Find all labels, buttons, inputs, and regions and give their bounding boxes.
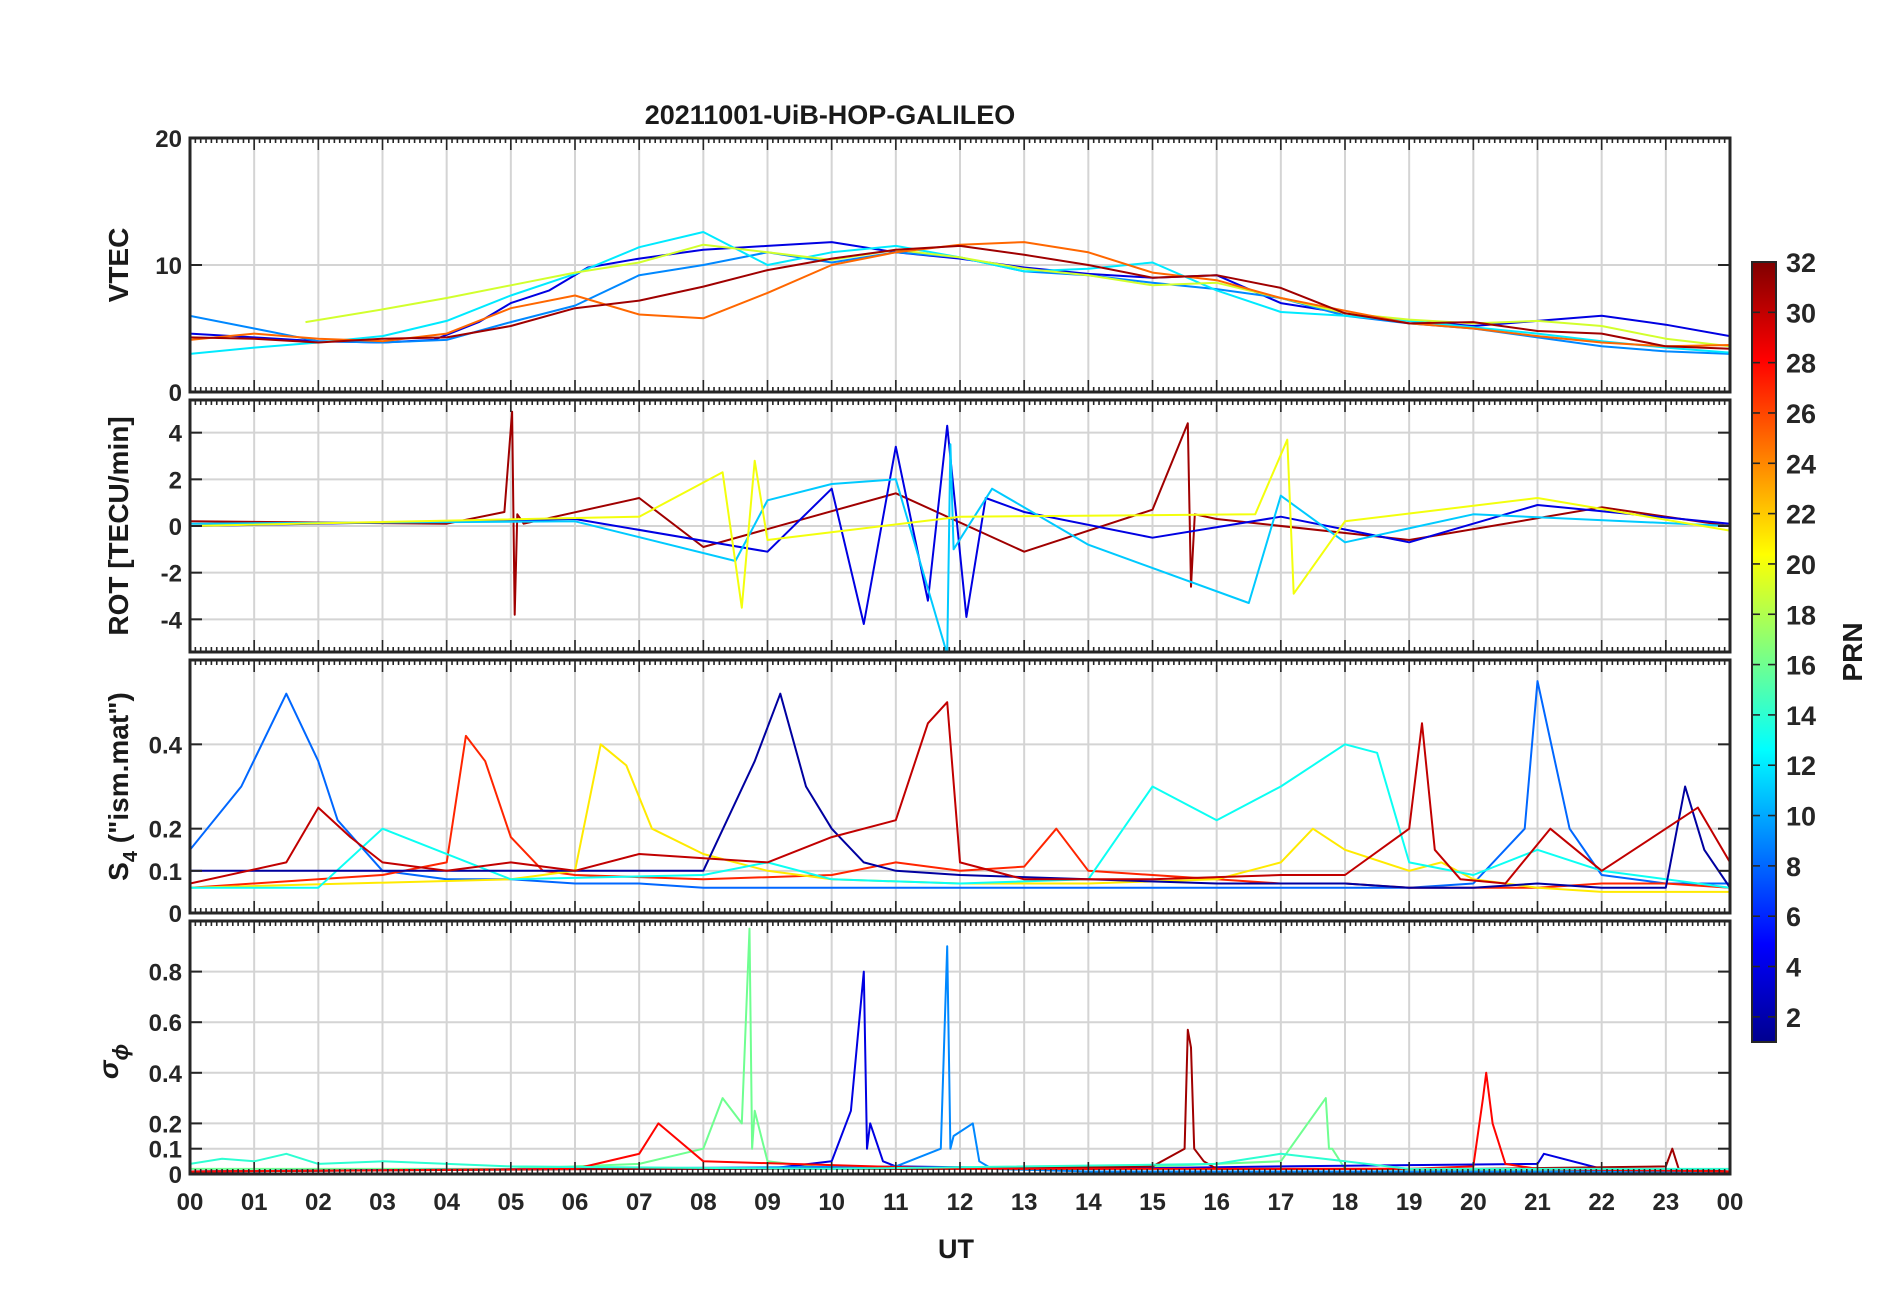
colorbar-gradient — [1751, 261, 1777, 1043]
series-group — [190, 410, 1730, 652]
y-axis-label: σϕ — [93, 1044, 133, 1079]
x-tick-label: 04 — [433, 1189, 460, 1216]
x-tick-label: 19 — [1396, 1189, 1423, 1216]
series-line-prn-8 — [190, 680, 1730, 889]
x-tick-label: 08 — [690, 1189, 717, 1216]
x-tick-label: 17 — [1267, 1189, 1294, 1216]
y-tick-label: -2 — [161, 561, 182, 588]
x-tick-label: 13 — [1011, 1189, 1038, 1216]
x-ticks — [189, 660, 1731, 913]
x-tick-label: 05 — [497, 1189, 524, 1216]
series-group — [190, 231, 1730, 355]
x-tick-label: 00 — [1717, 1189, 1744, 1216]
colorbar-tick-label: 30 — [1786, 298, 1816, 328]
series-line-prn-4 — [190, 424, 1730, 625]
y-tick-label: 0.4 — [149, 732, 183, 759]
series-line-prn-14 — [190, 1152, 1730, 1170]
series-group — [190, 680, 1730, 893]
x-tick-label: 15 — [1139, 1189, 1166, 1216]
y-tick-label: 20 — [155, 126, 182, 153]
colorbar-tick-label: 26 — [1786, 399, 1816, 429]
colorbar-tick-label: 16 — [1786, 651, 1816, 681]
colorbar-tick-label: 32 — [1786, 248, 1816, 278]
series-line-prn-19 — [305, 243, 1730, 348]
colorbar-tick-label: 28 — [1786, 349, 1816, 379]
colorbar-tick-label: 24 — [1786, 449, 1816, 479]
grid — [190, 138, 1730, 392]
y-tick-label: 0.1 — [149, 859, 182, 886]
colorbar-tick-label: 18 — [1786, 600, 1816, 630]
y-tick-label: 4 — [169, 421, 183, 448]
y-axis-label: S4 ("ism.mat") — [103, 692, 142, 881]
x-tick-label: 14 — [1075, 1189, 1102, 1216]
panel-sigma_phi: 00.10.2 0.4 0.6 0.8 σϕ 00 01 02 03 04 05 06 07 08 09 10… — [93, 919, 1744, 1216]
x-tick-label: 12 — [947, 1189, 974, 1216]
x-tick-label: 10 — [818, 1189, 845, 1216]
y-tick-label: 0 — [169, 380, 182, 407]
y-tick-label: 0 — [169, 1162, 182, 1189]
y-tick-label: 0.2 — [149, 817, 182, 844]
colorbar-tick-label: 12 — [1786, 751, 1816, 781]
x-tick-label: 11 — [883, 1189, 908, 1216]
colorbar-tick-label: 2 — [1786, 1003, 1801, 1033]
x-tick-label: 07 — [626, 1189, 653, 1216]
x-tick-label: 21 — [1524, 1189, 1551, 1216]
series-line-prn-20 — [190, 438, 1730, 609]
figure-title: 20211001-UiB-HOP-GALILEO — [645, 100, 1016, 130]
series-line-prn-31 — [190, 410, 1730, 616]
panel-s4: 0 0.1 0.2 0.4 S4 ("ism.mat") — [103, 658, 1732, 928]
y-tick-label: 0.6 — [149, 1010, 182, 1037]
series-line-prn-25 — [190, 241, 1730, 348]
x-ticks — [189, 400, 1731, 652]
x-tick-label: 22 — [1588, 1189, 1615, 1216]
y-tick-label: 0 — [169, 514, 182, 541]
x-tick-label: 00 — [177, 1189, 204, 1216]
colorbar-tick-label: 20 — [1786, 550, 1816, 580]
y-axis-label: VTEC — [103, 228, 134, 303]
x-tick-label: 06 — [562, 1189, 589, 1216]
y-tick-label: -4 — [161, 607, 183, 634]
colorbar-label: PRN — [1837, 622, 1868, 681]
y-tick-label: 0.8 — [149, 960, 182, 987]
y-tick-label: 0.2 — [149, 1111, 182, 1138]
x-ticks — [189, 138, 1731, 392]
colorbar-tick-label: 14 — [1786, 701, 1816, 731]
x-ticks — [189, 921, 1731, 1174]
x-tick-label: 18 — [1332, 1189, 1359, 1216]
series-line-prn-11 — [190, 443, 1730, 652]
x-tick-label: 23 — [1652, 1189, 1679, 1216]
y-tick-label: 2 — [169, 467, 182, 494]
y-axis-label: ROT [TECU/min] — [103, 416, 134, 635]
series-line-prn-13 — [190, 743, 1730, 889]
x-tick-label: 09 — [754, 1189, 781, 1216]
grid — [190, 921, 1730, 1174]
colorbar-tick-label: 10 — [1786, 802, 1816, 832]
x-tick-label: 20 — [1460, 1189, 1487, 1216]
series-line-prn-31 — [190, 244, 1730, 350]
y-tick-label: 0 — [169, 901, 182, 928]
colorbar-tick-label: 22 — [1786, 500, 1816, 530]
panel-vtec: 0 10 20 VTEC — [103, 126, 1732, 407]
y-tick-label: 0.4 — [149, 1061, 183, 1088]
x-axis-label: UT — [938, 1234, 974, 1264]
x-tick-label: 16 — [1203, 1189, 1230, 1216]
series-line-prn-30 — [190, 701, 1730, 885]
grid — [190, 400, 1730, 652]
colorbar-tick-label: 4 — [1786, 953, 1801, 983]
colorbar-tick-label: 8 — [1786, 852, 1801, 882]
y-tick-label: 0.1 — [149, 1137, 182, 1164]
x-tick-label: 01 — [241, 1189, 268, 1216]
panel-rot: -4 -2 0 2 4 ROT [TECU/min] — [103, 398, 1732, 654]
colorbar-tick-label: 6 — [1786, 902, 1801, 932]
x-tick-label: 03 — [369, 1189, 396, 1216]
x-tick-label: 02 — [305, 1189, 332, 1216]
y-tick-label: 10 — [155, 253, 182, 280]
